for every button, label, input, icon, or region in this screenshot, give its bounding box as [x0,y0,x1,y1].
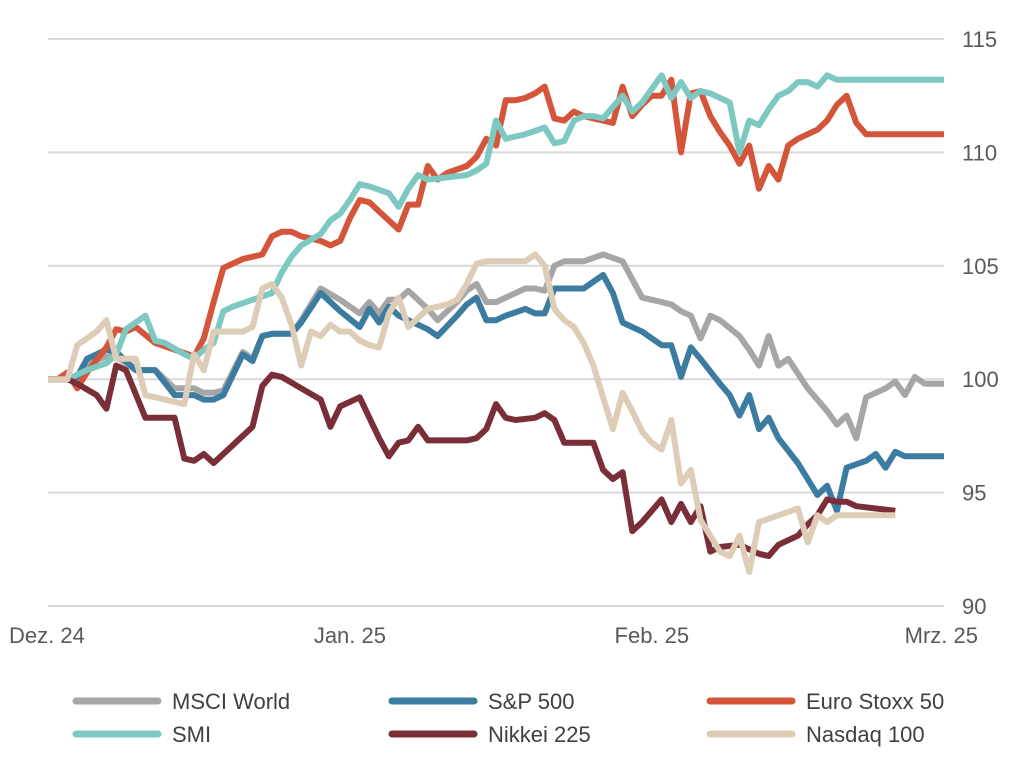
legend-label-euro-stoxx-50: Euro Stoxx 50 [806,689,944,714]
y-tick-label: 100 [962,367,999,392]
x-tick-label: Jan. 25 [314,623,386,648]
legend-label-nasdaq-100: Nasdaq 100 [806,722,925,747]
x-axis-ticks: Dez. 24 Jan. 25 Feb. 25 Mrz. 25 [9,623,978,648]
series-line-sandp-500 [48,271,944,514]
series-line-euro-stoxx-50 [48,76,944,392]
legend-label-msci-world: MSCI World [172,689,290,714]
legend: MSCI World S&P 500 Euro Stoxx 50 SMI Nikkei … [72,689,944,747]
y-axis-ticks: 90 95 100 105 110 115 [962,27,999,619]
y-tick-label: 90 [962,594,986,619]
series-line-nasdaq-100 [48,251,896,575]
x-tick-label: Mrz. 25 [905,623,978,648]
series-line-smi [48,72,944,383]
y-tick-label: 110 [962,140,997,165]
legend-label-smi: SMI [172,722,211,747]
x-tick-label: Feb. 25 [615,623,690,648]
series-line-msci-world [48,251,944,442]
gridlines [48,38,944,607]
x-tick-label: Dez. 24 [9,623,85,648]
y-tick-label: 105 [962,254,999,279]
legend-label-sandp-500: S&P 500 [488,689,574,714]
series-lines [48,72,944,575]
y-tick-label: 95 [962,481,986,506]
y-tick-label: 115 [962,27,997,52]
series-line-nikkei-225 [48,362,896,560]
legend-label-nikkei-225: Nikkei 225 [488,722,591,747]
